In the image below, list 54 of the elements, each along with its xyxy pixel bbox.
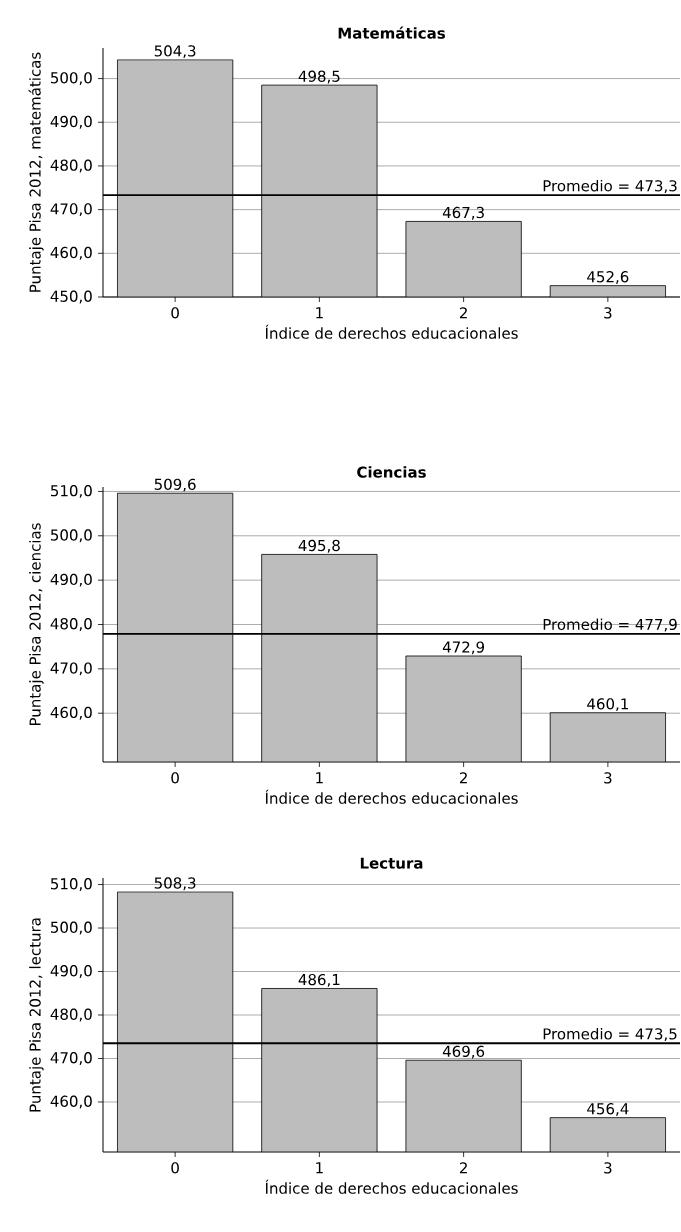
y-tick-label: 510,0 bbox=[51, 878, 92, 891]
x-tick-label: 1 bbox=[316, 307, 323, 319]
ref-line-label: Promedio = 477,9 bbox=[543, 618, 677, 632]
y-tick-label: 490,0 bbox=[50, 115, 92, 129]
x-axis-title: Índice de derechos educacionales bbox=[265, 1179, 518, 1194]
x-tick-label: 0 bbox=[171, 1162, 179, 1174]
data-label: 472,9 bbox=[442, 641, 485, 655]
data-label: 460,1 bbox=[587, 698, 628, 712]
x-tick-label: 1 bbox=[316, 772, 323, 784]
x-tick-label: 0 bbox=[171, 772, 179, 784]
y-axis-title: Puntaje Pisa 2012, ciencias bbox=[29, 523, 44, 726]
data-label: 495,8 bbox=[298, 539, 340, 553]
ref-line-label: Promedio = 473,3 bbox=[543, 179, 677, 194]
y-tick-label: 490,0 bbox=[50, 965, 92, 978]
y-tick-label: 500,0 bbox=[51, 72, 92, 86]
x-tick-label: 3 bbox=[604, 772, 612, 784]
y-tick-label: 500,0 bbox=[51, 529, 92, 543]
x-tick-label: 0 bbox=[171, 307, 179, 319]
data-label: 486,1 bbox=[298, 973, 340, 987]
x-tick-label: 3 bbox=[604, 307, 612, 319]
data-label: 452,6 bbox=[587, 271, 629, 284]
x-tick-label: 2 bbox=[459, 1162, 467, 1174]
data-label: 469,6 bbox=[442, 1045, 485, 1059]
data-label: 467,3 bbox=[442, 206, 484, 220]
x-axis-title: Índice de derechos educacionales bbox=[265, 789, 518, 804]
x-tick-label: 1 bbox=[316, 1162, 323, 1174]
y-axis-title: Puntaje Pisa 2012, lectura bbox=[29, 918, 44, 1112]
data-label: 508,3 bbox=[154, 877, 196, 891]
x-tick-label: 3 bbox=[604, 1162, 612, 1174]
data-label: 498,5 bbox=[298, 70, 340, 84]
y-tick-label: 480,0 bbox=[50, 159, 92, 173]
chart-title: Lectura bbox=[360, 857, 423, 869]
y-tick-label: 460,0 bbox=[50, 246, 92, 260]
chart-title: Ciencias bbox=[357, 466, 426, 478]
y-tick-label: 470,0 bbox=[50, 662, 92, 676]
y-axis-title: Puntaje Pisa 2012, matemáticas bbox=[28, 52, 44, 292]
ref-line-label: Promedio = 473,5 bbox=[543, 1027, 677, 1042]
y-tick-label: 470,0 bbox=[50, 203, 92, 217]
x-axis-title: Índice de derechos educacionales bbox=[265, 324, 518, 339]
y-tick-label: 500,0 bbox=[51, 921, 92, 935]
data-label: 509,6 bbox=[154, 478, 196, 492]
y-tick-label: 460,0 bbox=[50, 706, 92, 720]
data-label: 456,4 bbox=[587, 1103, 629, 1116]
y-tick-label: 480,0 bbox=[50, 1008, 92, 1022]
y-tick-label: 460,0 bbox=[50, 1095, 92, 1109]
chart-title: Matemáticas bbox=[338, 26, 445, 39]
x-tick-label: 2 bbox=[459, 772, 467, 784]
y-tick-label: 470,0 bbox=[50, 1052, 92, 1065]
y-tick-label: 480,0 bbox=[50, 618, 92, 631]
y-tick-label: 450,0 bbox=[50, 290, 92, 304]
x-tick-label: 2 bbox=[459, 307, 467, 319]
y-tick-label: 510,0 bbox=[51, 484, 92, 498]
y-tick-label: 490,0 bbox=[50, 573, 92, 587]
data-label: 504,3 bbox=[154, 45, 196, 59]
